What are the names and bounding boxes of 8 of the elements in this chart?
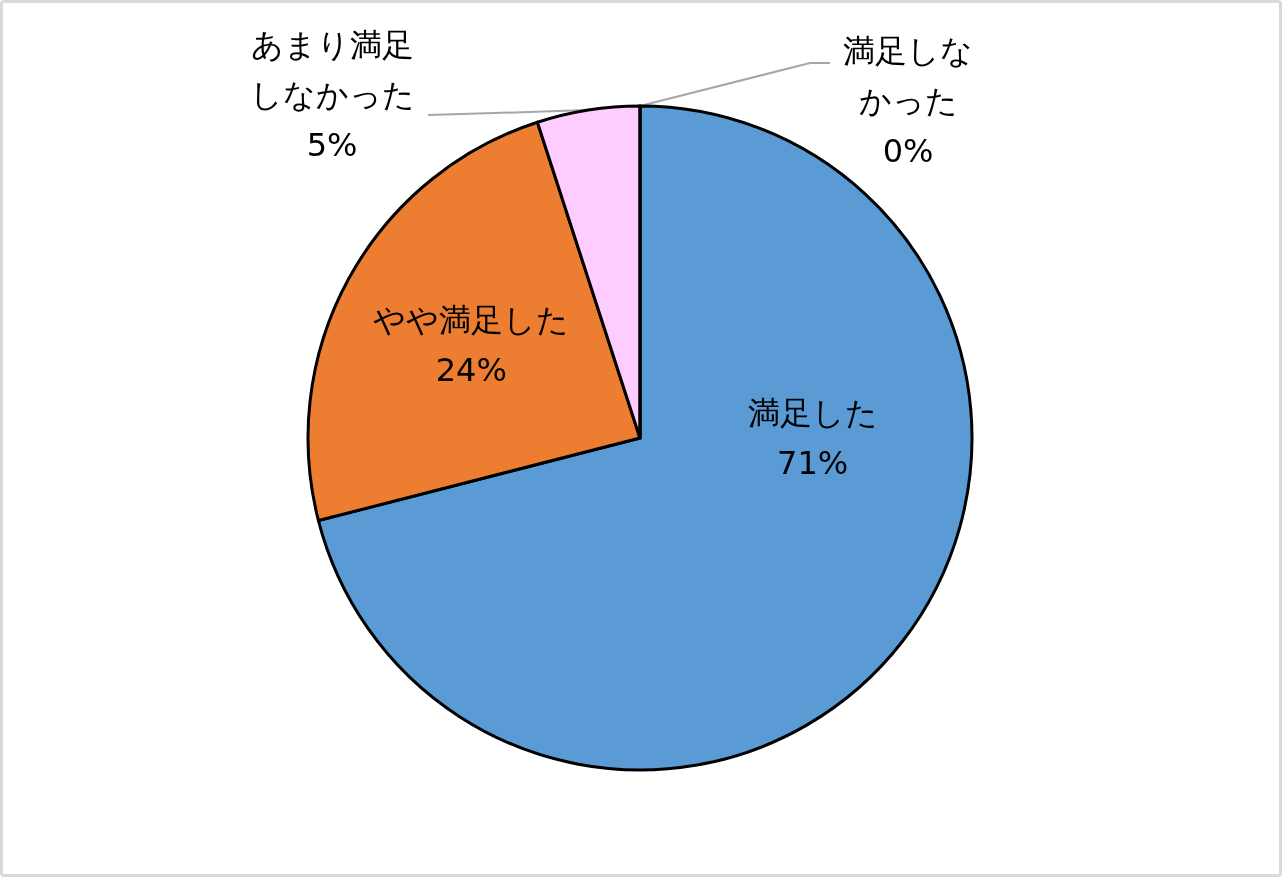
text: 0% [882,132,934,170]
slice-label: あまり満足しなかった [249,26,415,115]
data-label: 24% [435,351,507,390]
data-label: 5% [306,126,358,165]
category-label: 満足しなかった [843,32,973,120]
slice-label: やや満足した [373,301,570,340]
data-label: 71% [777,444,849,482]
slice-label: 満足した [747,394,878,432]
